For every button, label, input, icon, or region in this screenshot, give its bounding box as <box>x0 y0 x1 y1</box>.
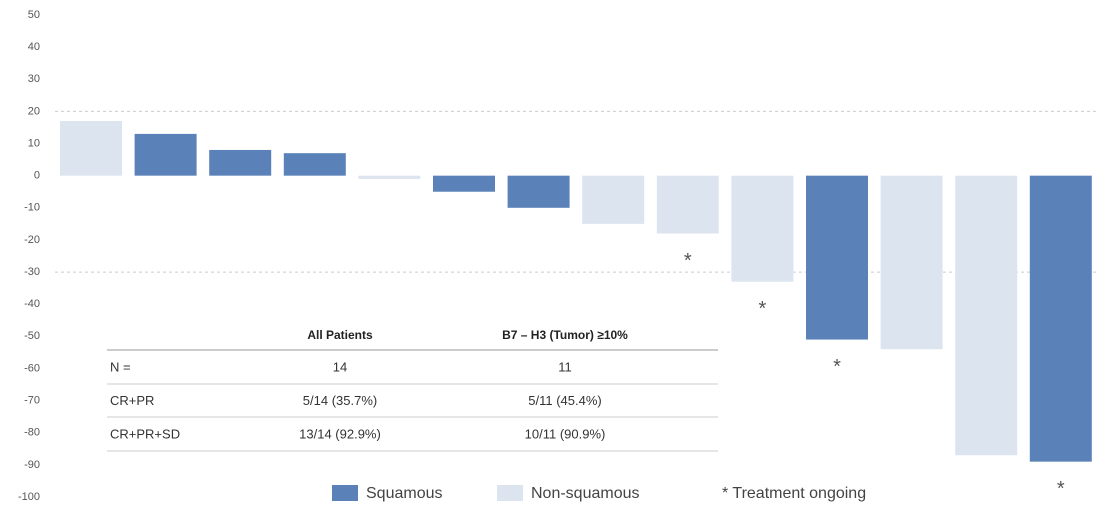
y-tick-label: -90 <box>24 459 40 471</box>
bar <box>209 149 272 176</box>
table-cell: CR+PR+SD <box>110 426 180 441</box>
table-header: B7 – H3 (Tumor) ≥10% <box>502 328 628 342</box>
table-header: All Patients <box>307 328 373 342</box>
table-cell: 11 <box>558 359 572 374</box>
bar <box>433 175 495 192</box>
table-cell: CR+PR <box>110 393 154 408</box>
table-cell: 10/11 (90.9%) <box>525 426 606 441</box>
bar <box>806 175 868 340</box>
bar <box>880 175 943 350</box>
y-tick-label: -100 <box>18 491 40 503</box>
legend-label: Non-squamous <box>531 485 640 502</box>
y-tick-label: 50 <box>28 9 40 21</box>
y-tick-label: -50 <box>24 330 40 342</box>
annotation: * <box>833 356 841 378</box>
legend-swatch <box>332 485 358 501</box>
y-tick-label: 0 <box>34 170 40 182</box>
table-cell: 13/14 (92.9%) <box>299 426 381 441</box>
annotation: * <box>759 298 767 320</box>
bar <box>60 121 122 176</box>
y-tick-label: 40 <box>28 41 40 53</box>
table-cell: 14 <box>333 359 347 374</box>
annotation: * <box>684 250 692 272</box>
y-tick-label: -20 <box>24 234 40 246</box>
y-tick-label: 10 <box>28 137 40 149</box>
y-tick-label: 30 <box>28 73 40 85</box>
annotation: * <box>1057 478 1065 500</box>
y-tick-label: -80 <box>24 427 40 439</box>
bar <box>283 153 346 176</box>
bar <box>656 175 719 234</box>
bar <box>134 133 197 176</box>
bar <box>731 175 794 282</box>
y-tick-label: -60 <box>24 362 40 374</box>
y-tick-label: -10 <box>24 202 40 214</box>
y-tick-label: -30 <box>24 266 40 278</box>
y-tick-label: 20 <box>28 105 40 117</box>
y-tick-label: -40 <box>24 298 40 310</box>
bar <box>582 175 645 224</box>
bar <box>507 175 570 208</box>
legend-swatch <box>497 485 523 501</box>
table-cell: N = <box>110 359 131 374</box>
table-cell: 5/14 (35.7%) <box>303 393 377 408</box>
bar <box>1029 175 1092 462</box>
table-cell: 5/11 (45.4%) <box>528 393 601 408</box>
legend-note: * Treatment ongoing <box>722 485 866 502</box>
legend-label: Squamous <box>366 485 443 502</box>
y-tick-label: -70 <box>24 395 40 407</box>
bar <box>955 175 1018 456</box>
bar <box>358 175 421 179</box>
